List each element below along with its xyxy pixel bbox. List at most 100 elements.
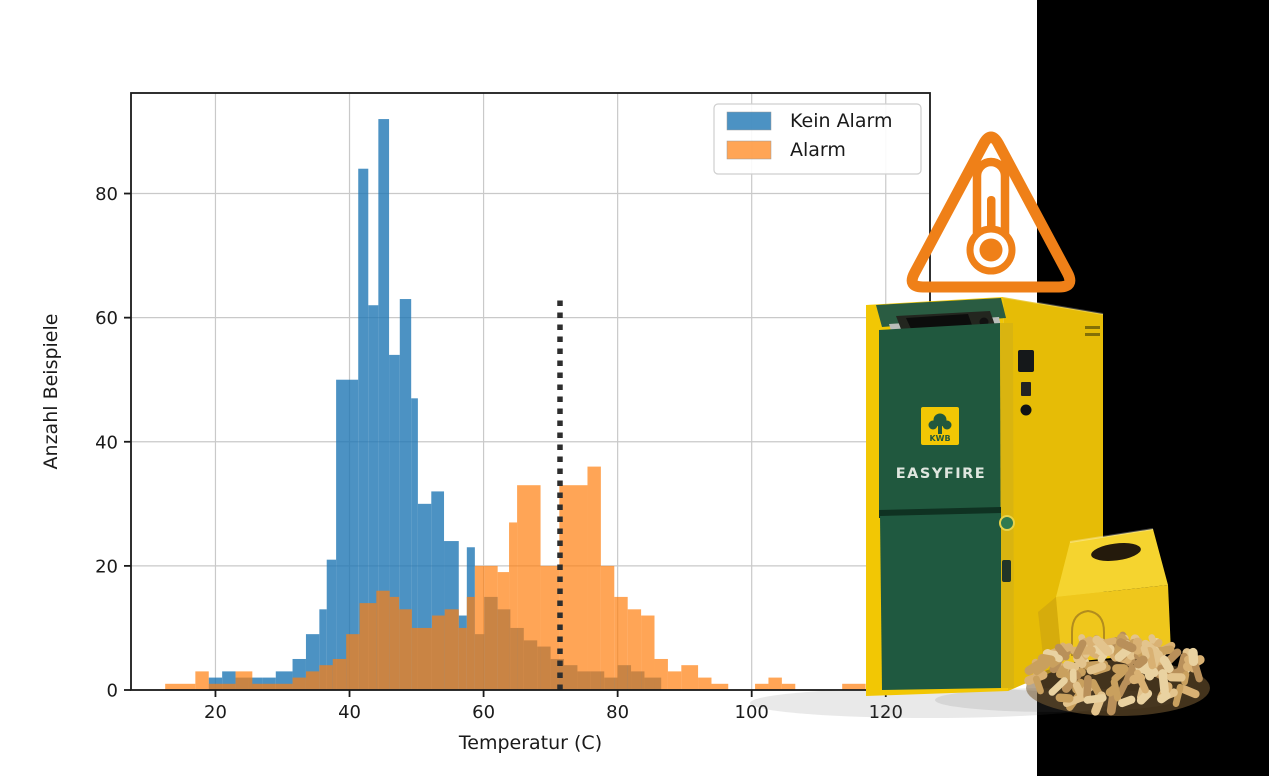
- y-tick-label: 80: [95, 184, 118, 205]
- y-tick-label: 60: [95, 308, 118, 329]
- hopper-fill-hole: [1091, 543, 1141, 561]
- histogram-bar: [399, 299, 412, 690]
- x-tick-label: 60: [472, 702, 495, 723]
- legend-swatch: [726, 140, 772, 160]
- histogram-bar: [411, 627, 432, 690]
- wood-pellet: [1133, 655, 1148, 669]
- histogram-bar: [326, 559, 337, 690]
- legend-label: Alarm: [790, 139, 846, 161]
- wood-pellet: [1191, 662, 1203, 683]
- histogram-bar: [768, 677, 782, 690]
- kwb-logo: KWB: [921, 407, 959, 445]
- x-tick-label: 40: [338, 702, 361, 723]
- kwb-logo-text: KWB: [929, 434, 950, 443]
- boiler-model-label: EASYFIRE: [896, 466, 986, 482]
- wood-pellet: [1112, 664, 1129, 674]
- wood-pellet: [1188, 647, 1199, 667]
- wood-pellet: [1092, 635, 1113, 657]
- histogram-bar: [411, 398, 418, 690]
- hopper-arch-detail: [1071, 609, 1105, 659]
- histogram-bar: [346, 634, 360, 690]
- wood-pellet: [1116, 638, 1137, 653]
- boiler-side-controls: [1018, 326, 1100, 416]
- histogram-bar: [305, 671, 320, 690]
- histogram-bar: [358, 168, 369, 691]
- wood-pellet: [1072, 639, 1087, 660]
- wood-pellet: [1158, 669, 1169, 695]
- x-tick-label: 120: [869, 702, 903, 723]
- histogram-bar: [431, 615, 445, 690]
- x-tick-label: 100: [735, 702, 769, 723]
- wood-pellet: [1105, 684, 1119, 697]
- x-tick-label: 80: [606, 702, 629, 723]
- histogram-bar: [698, 677, 712, 690]
- histogram-bar: [781, 683, 796, 690]
- histogram-bar: [376, 590, 390, 690]
- boiler-handle: [1002, 560, 1011, 582]
- tick-labels: 20 40 60 80 100 120 0 20 40 60 80: [95, 184, 903, 723]
- wood-pellet: [1024, 658, 1046, 676]
- histogram-bar: [667, 671, 682, 690]
- wood-pellets-pile: [1024, 631, 1210, 716]
- bars-alarm: [165, 466, 893, 690]
- histogram-bar: [842, 683, 866, 690]
- histogram-bar: [319, 665, 333, 690]
- histogram-bar: [474, 565, 485, 690]
- y-tick-label: 40: [95, 432, 118, 453]
- wood-pellet: [1133, 669, 1149, 694]
- thermometer-icon: [966, 157, 1016, 275]
- hopper-top-face: [1056, 529, 1168, 597]
- histogram-bar: [497, 572, 510, 690]
- wood-pellet: [1083, 694, 1107, 704]
- histogram-bar: [711, 683, 729, 690]
- histogram-bar: [399, 609, 412, 690]
- y-tick-label: 0: [107, 681, 118, 702]
- wood-pellet: [1123, 664, 1137, 686]
- histogram-bar: [458, 627, 467, 690]
- histogram-bar: [755, 683, 769, 690]
- histogram-bar: [587, 466, 601, 690]
- histogram-bar: [641, 615, 655, 690]
- wood-pellet: [1032, 675, 1044, 695]
- histogram-bar: [389, 596, 400, 690]
- boiler-inner-strip: [1000, 323, 1014, 688]
- histogram-bar: [319, 609, 327, 690]
- wood-pellet: [1086, 662, 1107, 675]
- wood-pellet: [1037, 653, 1056, 665]
- wood-pellet: [1159, 655, 1174, 673]
- wood-pellet: [1172, 683, 1184, 708]
- histogram-bar: [332, 658, 347, 690]
- histogram-bar: [600, 565, 615, 690]
- histogram-bar: [368, 305, 379, 690]
- histogram-bar: [517, 485, 541, 690]
- histogram-bar: [359, 603, 377, 690]
- histogram-bar: [378, 119, 390, 690]
- wood-pellet: [1033, 661, 1050, 676]
- y-tick-label: 20: [95, 556, 118, 577]
- histogram-bar: [681, 665, 699, 690]
- wood-pellet: [1062, 694, 1086, 708]
- wood-pellet: [1167, 673, 1186, 682]
- histogram-bar: [165, 683, 196, 690]
- wood-pellet: [1179, 685, 1200, 699]
- y-axis-label: Anzahl Beispiele: [40, 314, 62, 470]
- wood-pellet: [1055, 693, 1074, 703]
- x-axis-label: Temperatur (C): [458, 732, 602, 754]
- histogram-bar: [614, 596, 628, 690]
- histogram-bar: [208, 683, 236, 690]
- histogram-bar: [540, 565, 560, 690]
- wood-pellet: [1069, 668, 1077, 683]
- histogram-bar: [509, 522, 518, 690]
- legend-label: Kein Alarm: [790, 110, 892, 132]
- histogram-bar: [195, 671, 209, 690]
- wood-pellet: [1063, 660, 1080, 671]
- histogram-bar: [559, 485, 588, 690]
- histogram-bar: [484, 565, 498, 690]
- histogram-bar: [627, 609, 642, 690]
- x-tick-label: 20: [204, 702, 227, 723]
- histogram-bar: [252, 683, 293, 690]
- histogram-bar: [292, 677, 306, 690]
